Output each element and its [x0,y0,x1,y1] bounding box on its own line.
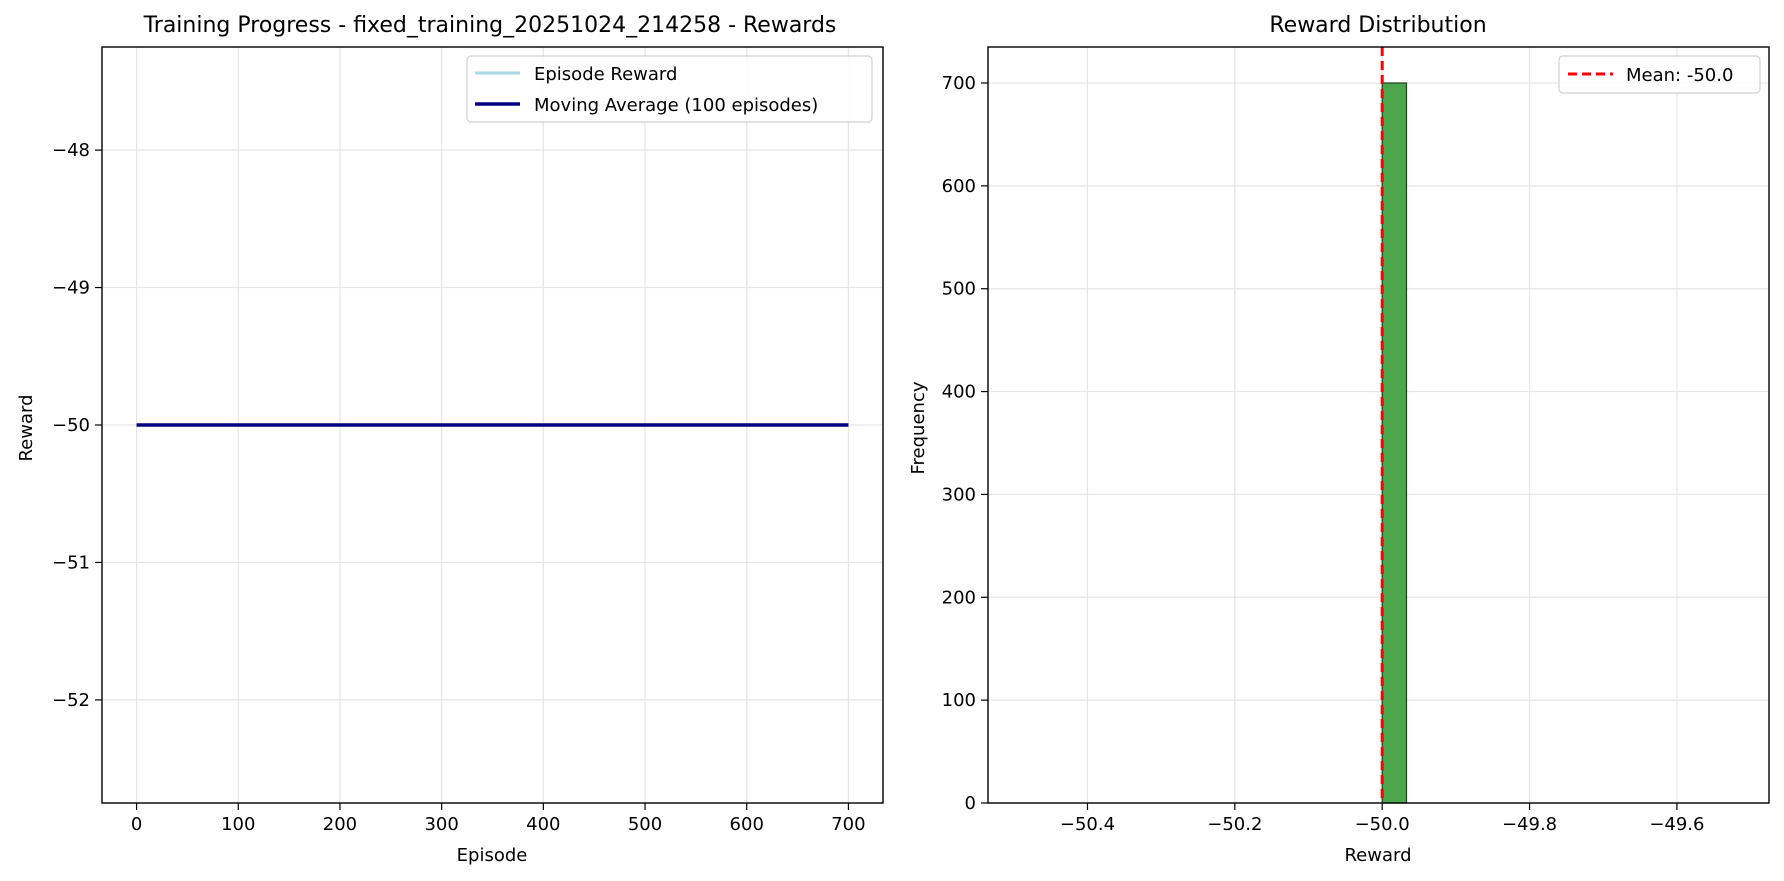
grid [988,47,1769,804]
y-tick-label: −49 [52,278,90,299]
x-tick-label: 600 [730,814,764,835]
x-axis-ticks: −50.4 −50.2 −50.0 −49.8 −49.6 [1060,803,1704,835]
x-tick-label: −50.4 [1060,814,1115,835]
chart-training-progress: Training Progress - fixed_training_20251… [16,13,884,866]
x-tick-label: 500 [628,814,662,835]
x-tick-label: −50.0 [1355,814,1410,835]
x-axis-ticks: 0 100 200 300 400 500 600 700 [131,803,866,835]
x-tick-label: −50.2 [1207,814,1262,835]
chart-title: Reward Distribution [1269,13,1486,38]
legend-label-mean: Mean: -50.0 [1626,65,1733,86]
x-tick-label: 200 [323,814,357,835]
y-tick-label: 200 [942,587,976,608]
series-layer [1380,47,1408,804]
y-tick-label: 0 [965,793,976,814]
x-tick-label: −49.6 [1649,814,1704,835]
x-tick-label: 0 [131,814,142,835]
chart-reward-distribution: Reward Distribution −50.4 −50.2 −50.0 −49.8… [908,13,1770,866]
y-axis-label: Reward [16,394,37,461]
legend: Mean: -50.0 [1558,55,1761,94]
legend-label-moving-average: Moving Average (100 episodes) [534,95,818,116]
legend: Episode Reward Moving Average (100 episo… [466,55,873,123]
y-axis-ticks: 0 100 200 300 400 500 600 700 [942,73,988,814]
chart-title: Training Progress - fixed_training_20251… [143,13,837,38]
y-tick-label: 700 [942,73,976,94]
y-tick-label: −51 [52,552,90,573]
x-tick-label: 300 [424,814,458,835]
x-tick-label: 100 [221,814,255,835]
y-tick-label: 100 [942,690,976,711]
legend-box [1558,55,1761,94]
y-tick-label: 500 [942,279,976,300]
legend-box [466,55,873,123]
x-axis-label: Reward [1344,845,1411,866]
histogram-bar [1381,82,1408,804]
x-tick-label: −49.8 [1502,814,1557,835]
y-axis-ticks: −52 −51 −50 −49 −48 [52,140,102,711]
legend-label-episode-reward: Episode Reward [534,64,677,85]
y-tick-label: 300 [942,484,976,505]
x-tick-label: 400 [526,814,560,835]
x-tick-label: 700 [831,814,865,835]
x-axis-label: Episode [457,845,528,866]
plot-frame [987,46,1770,804]
y-axis-label: Frequency [908,381,929,474]
y-tick-label: 600 [942,176,976,197]
y-tick-label: −50 [52,415,90,436]
y-tick-label: −52 [52,690,90,711]
y-tick-label: 400 [942,382,976,403]
y-tick-label: −48 [52,140,90,161]
